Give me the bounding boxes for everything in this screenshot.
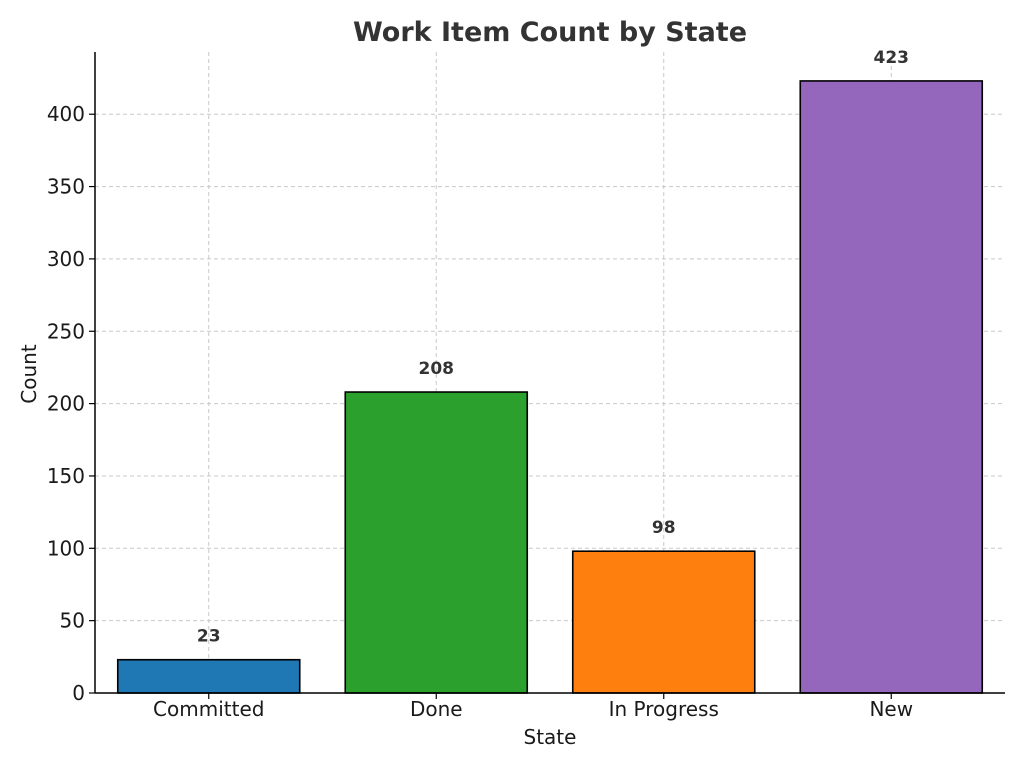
bar-new	[799, 80, 984, 694]
x-axis-title: State	[524, 725, 577, 749]
tick-labels: 0 50 100 150 200 250 300 350 400 Committed Done In …	[47, 102, 913, 721]
bar-in-progress	[571, 550, 756, 694]
data-label: 423	[874, 48, 910, 68]
y-tick-label: 350	[47, 175, 85, 199]
x-tick-label: New	[869, 697, 913, 721]
y-tick-label: 0	[72, 681, 85, 705]
x-tick-label: Done	[410, 697, 463, 721]
bar-done	[344, 391, 529, 694]
y-tick-label: 400	[47, 102, 85, 126]
y-tick-label: 100	[47, 536, 85, 560]
data-labels: 23 208 98 423	[197, 48, 909, 647]
y-axis-title: Count	[17, 344, 41, 404]
x-tick-label: Committed	[153, 697, 264, 721]
x-tick-label: In Progress	[609, 697, 719, 721]
y-tick-label: 200	[47, 392, 85, 416]
chart-title: Work Item Count by State	[353, 17, 747, 48]
data-label: 208	[419, 359, 455, 379]
y-tick-label: 50	[60, 609, 85, 633]
data-label: 23	[197, 627, 221, 647]
data-label: 98	[652, 518, 676, 538]
axes	[89, 52, 1005, 699]
bar-committed	[116, 658, 301, 694]
y-tick-label: 300	[47, 247, 85, 271]
bars	[116, 80, 984, 694]
y-tick-label: 250	[47, 319, 85, 343]
y-tick-label: 150	[47, 464, 85, 488]
